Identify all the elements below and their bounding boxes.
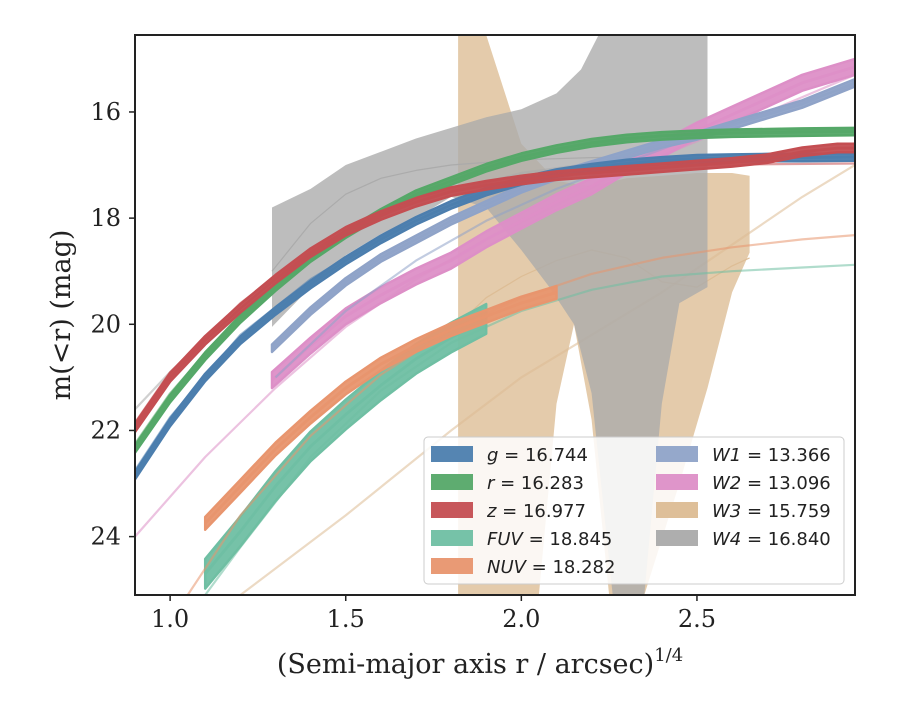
legend-label: W2 = 13.096 <box>712 473 831 494</box>
legend-swatch <box>431 446 473 462</box>
legend-label: z = 16.977 <box>486 501 586 522</box>
series-z-band <box>135 142 855 434</box>
x-axis-label: (Semi-major axis r / arcsec)1/4 <box>277 645 683 680</box>
legend-item-fuv: FUV = 18.845 <box>431 529 612 550</box>
legend-label: NUV = 18.282 <box>487 557 615 578</box>
series-r-band <box>135 126 855 454</box>
legend-item-w2: W2 = 13.096 <box>656 473 831 494</box>
x-tick-label: 2.5 <box>678 605 716 633</box>
legend-label: W3 = 15.759 <box>712 501 831 522</box>
legend-swatch <box>656 530 698 546</box>
y-tick-label: 16 <box>90 98 121 126</box>
legend-swatch <box>431 530 473 546</box>
legend-label: W1 = 13.366 <box>712 445 831 466</box>
legend-item-w4: W4 = 16.840 <box>656 529 831 550</box>
legend: g = 16.744 r = 16.283 z = 16.977 FUV = 18.8… <box>423 436 845 585</box>
series-fuv-model-line <box>204 263 855 595</box>
legend-label: W4 = 16.840 <box>712 529 831 550</box>
legend-label: g = 16.744 <box>487 445 588 466</box>
legend-box <box>423 436 845 585</box>
series-z-line <box>135 146 855 429</box>
legend-swatch <box>656 474 698 490</box>
y-tick-label: 24 <box>90 523 121 551</box>
legend-item-w3: W3 = 15.759 <box>656 501 831 522</box>
x-axis-label-base: (Semi-major axis r / arcsec) <box>277 649 654 680</box>
series-nuv-band <box>203 284 558 531</box>
series-fuv-line <box>204 317 487 575</box>
legend-item-r: r = 16.283 <box>431 473 584 494</box>
y-tick-label: 20 <box>90 310 121 338</box>
legend-swatch <box>431 474 473 490</box>
legend-swatch <box>656 502 698 518</box>
legend-item-w1: W1 = 13.366 <box>656 445 831 466</box>
legend-item-g: g = 16.744 <box>431 445 588 466</box>
legend-swatch <box>656 446 698 462</box>
series-nuv-line <box>204 291 557 525</box>
series-r-line <box>135 130 855 450</box>
series-w2-line <box>271 65 855 382</box>
y-tick-label: 22 <box>90 416 121 444</box>
legend-swatch <box>431 502 473 518</box>
x-tick-label: 1.0 <box>151 605 189 633</box>
legend-item-z: z = 16.977 <box>431 501 586 522</box>
plot-frame <box>134 34 856 596</box>
series-w2-band <box>270 57 855 390</box>
axis-ticks: 1.0 1.5 2.0 2.5 16 18 20 22 24 <box>90 98 716 633</box>
x-tick-label: 2.0 <box>502 605 540 633</box>
series-w1-model-line <box>274 84 855 379</box>
series-nuv-model-line <box>186 234 855 595</box>
legend-label: r = 16.283 <box>487 473 584 494</box>
legend-swatch <box>431 558 473 574</box>
x-tick-label: 1.5 <box>327 605 365 633</box>
y-tick-label: 18 <box>90 204 121 232</box>
y-axis-label: m(<r) (mag) <box>46 230 77 401</box>
legend-label: FUV = 18.845 <box>487 529 612 550</box>
legend-item-nuv: NUV = 18.282 <box>431 557 615 578</box>
x-axis-label-exponent: 1/4 <box>654 645 683 666</box>
